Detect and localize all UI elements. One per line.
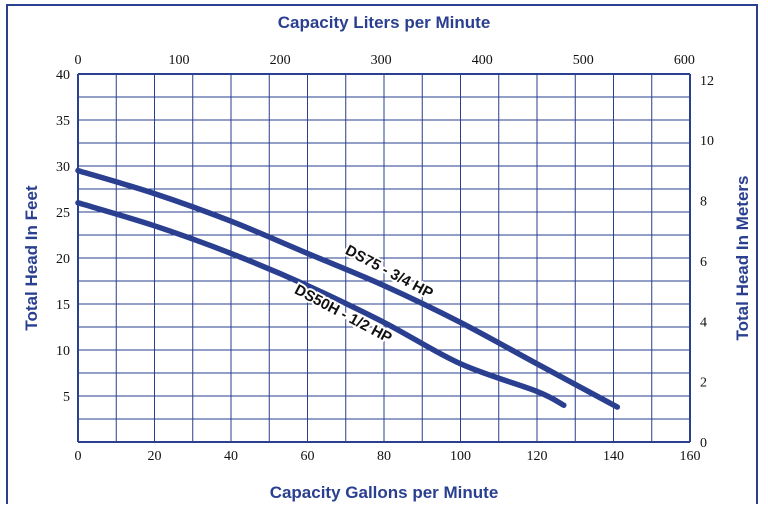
y2-tick-label: 8: [700, 195, 707, 210]
x-tick-label: 160: [680, 449, 701, 464]
y-tick-label: 15: [56, 298, 70, 313]
y-axis-title: Total Head In Feet: [22, 185, 41, 330]
y2-tick-label: 10: [700, 134, 714, 149]
y2-tick-label: 0: [700, 436, 707, 451]
y2-tick-label: 4: [700, 315, 707, 330]
y-tick-label: 25: [56, 206, 70, 221]
x-tick-label: 140: [603, 449, 624, 464]
x2-tick-label: 100: [169, 53, 190, 68]
x-tick-label: 80: [377, 449, 391, 464]
series-line-ds75: [75, 167, 621, 410]
x2-tick-label: 200: [270, 53, 291, 68]
x2-tick-label: 300: [371, 53, 392, 68]
grid: [77, 73, 691, 443]
x-tick-label: 20: [148, 449, 162, 464]
y2-tick-label: 2: [700, 376, 707, 391]
y-tick-label: 5: [63, 390, 70, 405]
x2-tick-label: 0: [75, 53, 82, 68]
x-tick-label: 40: [224, 449, 238, 464]
y-tick-label: 30: [56, 160, 70, 175]
x2-tick-label: 400: [472, 53, 493, 68]
y-tick-label: 35: [56, 114, 70, 129]
x2-tick-label: 600: [674, 53, 695, 68]
x-axis-title: Capacity Gallons per Minute: [270, 483, 499, 502]
y2-axis-title: Total Head In Meters: [733, 176, 752, 341]
y-tick-label: 10: [56, 344, 70, 359]
y2-tick-label: 12: [700, 74, 714, 89]
x-tick-label: 120: [527, 449, 548, 464]
x2-axis-title: Capacity Liters per Minute: [278, 13, 491, 32]
series-line-ds50h: [75, 200, 567, 408]
x-tick-label: 100: [450, 449, 471, 464]
x-tick-label: 0: [75, 449, 82, 464]
series-lines: [75, 167, 621, 410]
x-tick-label: 60: [301, 449, 315, 464]
x2-tick-label: 500: [573, 53, 594, 68]
y-tick-label: 40: [56, 68, 70, 83]
y2-tick-label: 6: [700, 255, 707, 270]
y-tick-label: 20: [56, 252, 70, 267]
chart-frame: [6, 4, 758, 504]
